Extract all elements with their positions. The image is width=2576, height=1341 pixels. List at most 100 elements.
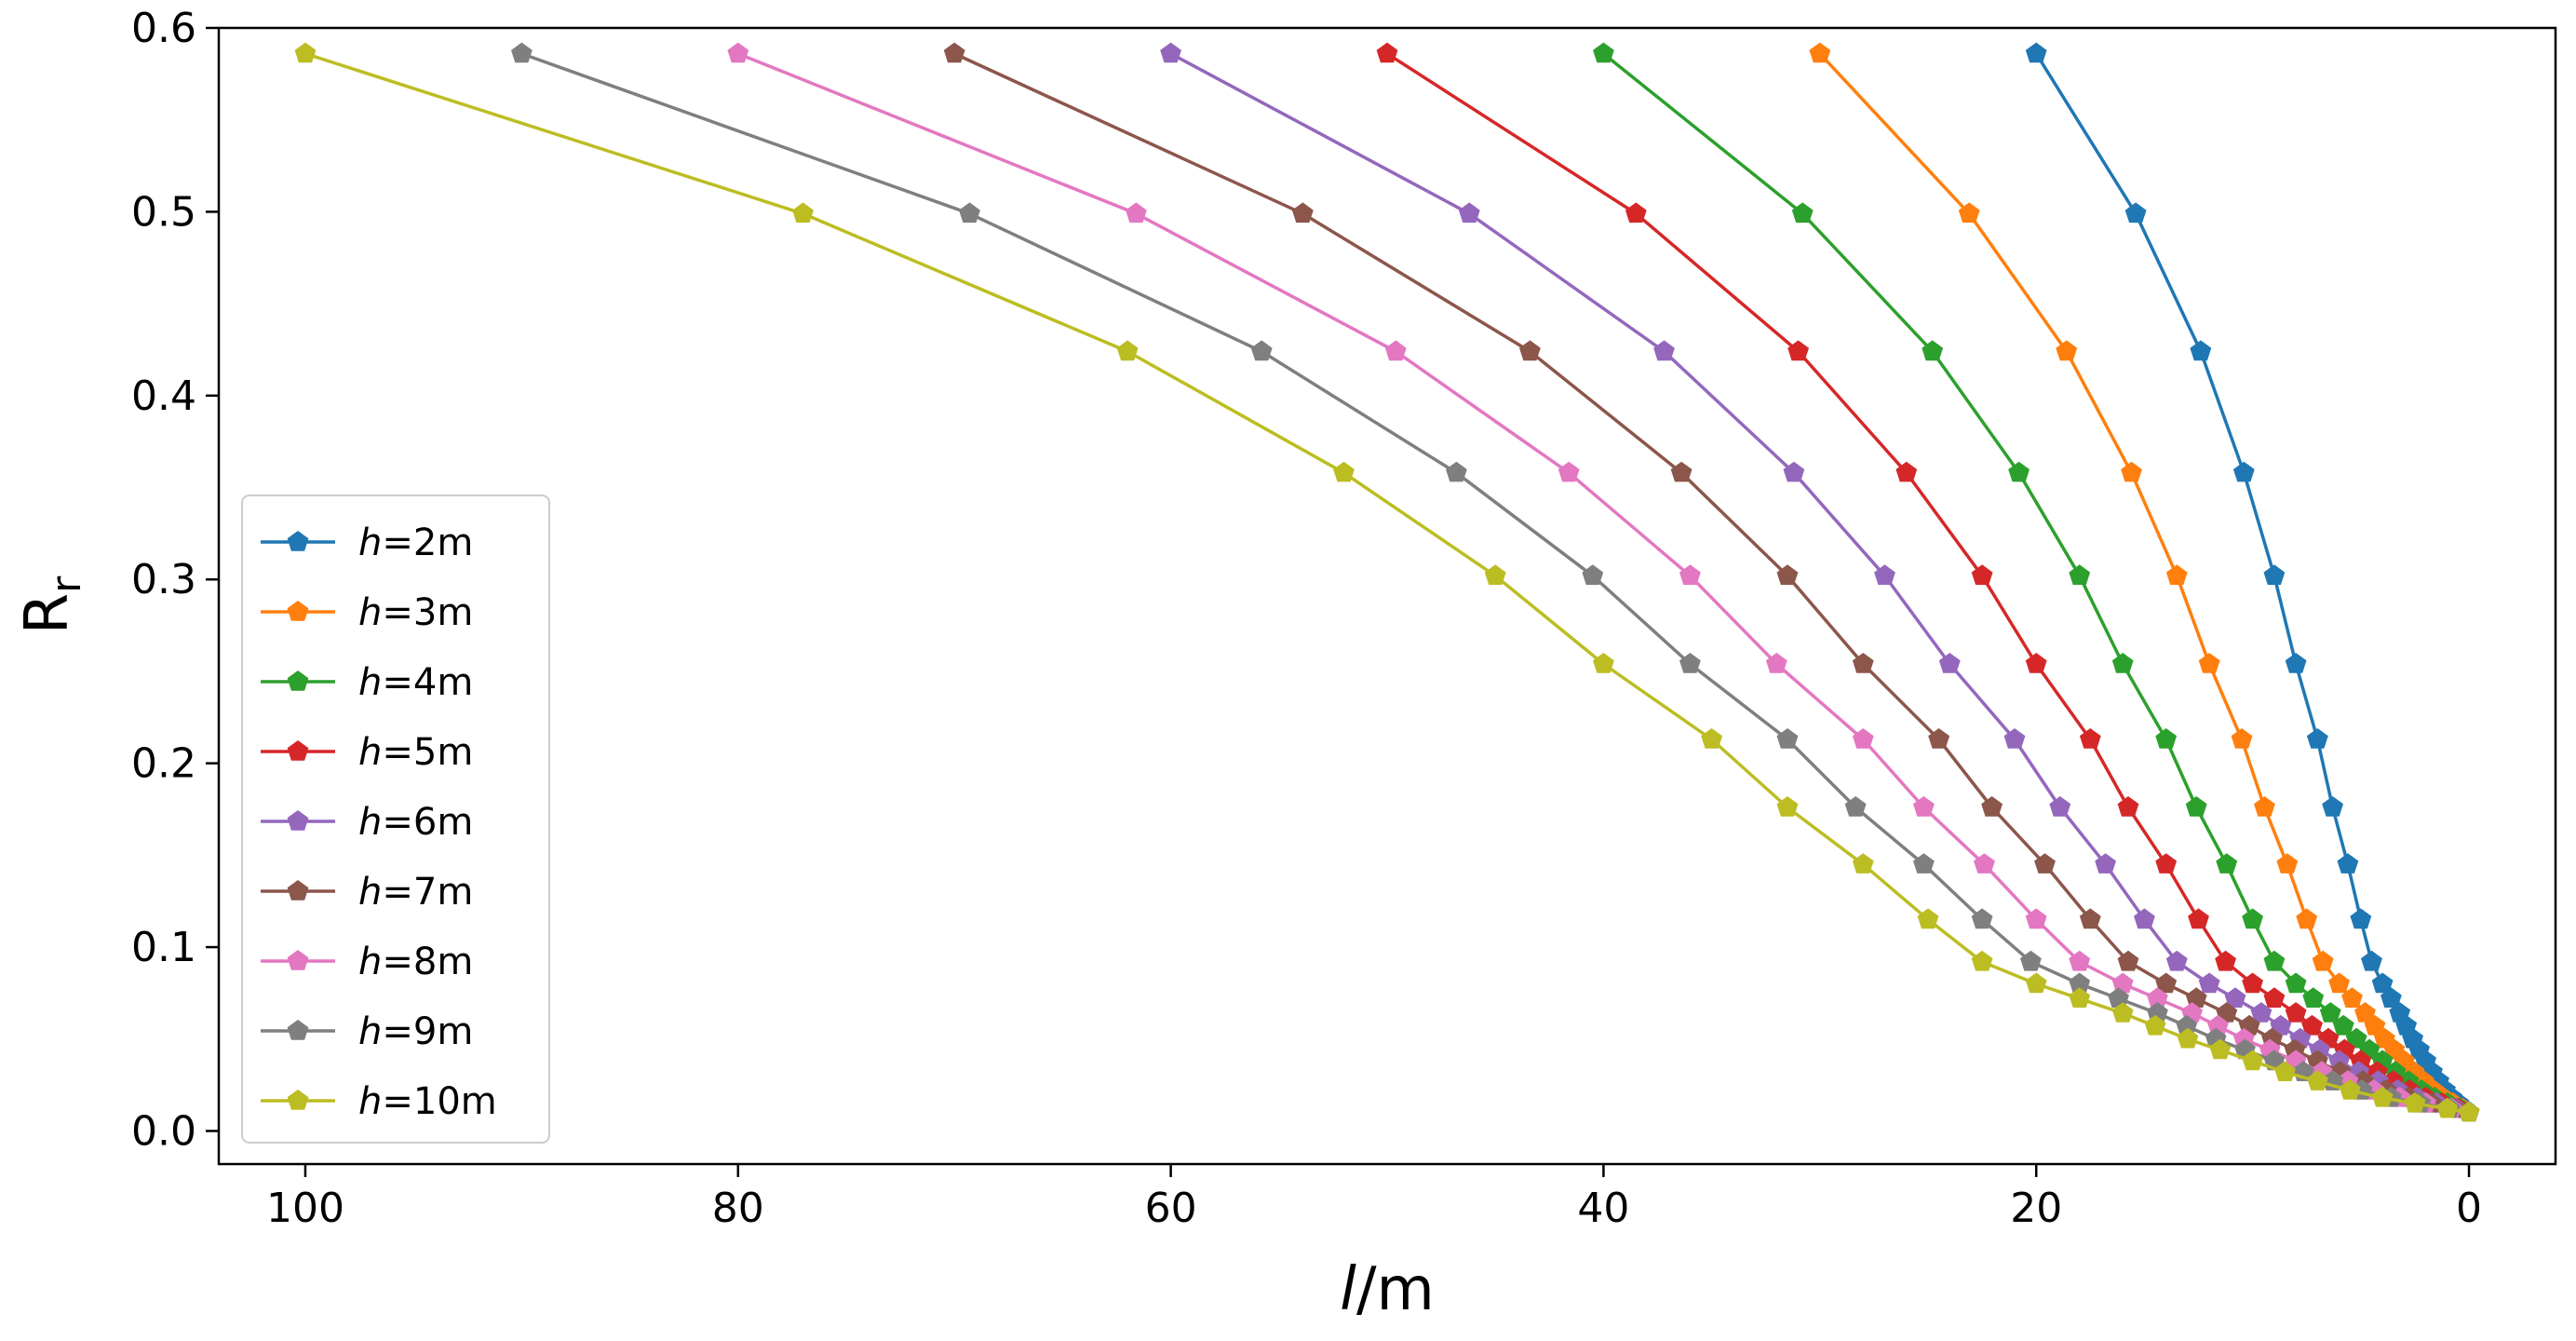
data-point	[1519, 340, 1541, 361]
legend-marker	[287, 880, 309, 901]
y-tick-label: 0.1	[131, 924, 196, 971]
data-point	[1653, 340, 1675, 361]
legend-marker	[287, 810, 309, 831]
data-point	[2111, 1002, 2134, 1023]
ticks-layer: 100 80 60 40 20 0 0.0 0.1 0.2 0.3 0.4 0.5 0.6	[131, 5, 2482, 1232]
data-point	[1593, 653, 1614, 673]
data-point	[2319, 1002, 2341, 1023]
data-point	[511, 42, 533, 63]
data-point	[2254, 796, 2275, 817]
data-point	[2176, 1014, 2198, 1036]
data-point	[2371, 1086, 2394, 1107]
data-point	[2209, 1038, 2232, 1060]
data-point	[2332, 1014, 2354, 1036]
legend-item: h=7m	[261, 871, 473, 914]
x-tick-label: 60	[1145, 1185, 1197, 1232]
data-point	[2003, 728, 2026, 749]
data-point	[2025, 653, 2047, 673]
data-point	[1971, 564, 1993, 585]
x-tick-label: 0	[2456, 1185, 2482, 1232]
data-point	[792, 202, 814, 224]
data-point	[2165, 564, 2188, 585]
data-point	[1844, 796, 1867, 817]
data-point	[1458, 202, 1480, 224]
data-point	[1582, 564, 1604, 585]
data-point	[2198, 653, 2220, 673]
data-point	[2458, 1101, 2480, 1122]
y-tick-label: 0.3	[131, 556, 196, 603]
data-point	[1922, 340, 1944, 361]
series-h-10m	[294, 42, 2480, 1122]
x-tick-label: 40	[1577, 1185, 1629, 1232]
data-point	[1670, 461, 1693, 482]
series-line	[2034, 52, 2471, 1115]
data-point	[2302, 987, 2325, 1008]
data-point	[1791, 202, 1814, 224]
y-tick-label: 0.6	[131, 5, 196, 52]
data-point	[2312, 950, 2334, 971]
data-point	[2380, 987, 2402, 1008]
data-point	[1981, 796, 2003, 817]
data-point	[727, 42, 749, 63]
x-axis-label-unit: /m	[1356, 1255, 1435, 1324]
data-point	[2224, 987, 2246, 1008]
data-point	[2263, 987, 2286, 1008]
data-point	[2274, 1061, 2296, 1081]
data-point	[2069, 950, 2091, 971]
data-point	[2079, 728, 2101, 749]
data-point	[1895, 461, 1918, 482]
data-point	[2020, 950, 2042, 971]
data-point	[1809, 42, 1831, 63]
data-point	[2069, 564, 2091, 585]
legend-item: h=6m	[261, 801, 473, 844]
data-point	[2306, 728, 2328, 749]
data-point	[1160, 42, 1181, 63]
x-tick-label: 80	[712, 1185, 764, 1232]
data-point	[2242, 908, 2263, 929]
data-point	[2124, 202, 2147, 224]
data-point	[2350, 908, 2372, 929]
data-point	[1765, 653, 1787, 673]
data-point	[1291, 202, 1314, 224]
data-point	[943, 42, 965, 63]
data-point	[1250, 340, 1273, 361]
data-point	[1679, 564, 1701, 585]
data-point	[2144, 1014, 2166, 1036]
data-point	[2328, 972, 2350, 994]
data-point	[1974, 853, 1995, 874]
legend-marker	[287, 740, 309, 761]
data-point	[2361, 950, 2382, 971]
data-point	[2079, 908, 2101, 929]
data-point	[2345, 1027, 2367, 1049]
data-point	[2306, 1070, 2328, 1090]
data-point	[2215, 950, 2236, 971]
data-point	[2034, 853, 2056, 874]
data-point	[1938, 653, 1961, 673]
series-line	[1386, 52, 2470, 1115]
series-h-7m	[943, 42, 2480, 1122]
data-point	[2207, 1014, 2229, 1036]
legend-item: h=5m	[261, 731, 473, 774]
legend-label: h=5m	[358, 731, 473, 774]
data-point	[1116, 340, 1139, 361]
legend-item: h=8m	[261, 941, 473, 983]
legend-item: h=10m	[261, 1080, 497, 1123]
data-point	[2276, 853, 2299, 874]
data-point	[1776, 564, 1799, 585]
data-point	[1852, 728, 1874, 749]
series-layer	[294, 42, 2480, 1122]
data-point	[2270, 1014, 2292, 1036]
data-point	[2341, 987, 2363, 1008]
data-point	[1787, 340, 1809, 361]
legend-item: h=4m	[261, 661, 473, 704]
data-point	[1971, 950, 1993, 971]
data-point	[2155, 728, 2178, 749]
data-point	[1928, 728, 1950, 749]
data-point	[1783, 461, 1805, 482]
legend-label: h=10m	[358, 1080, 497, 1123]
data-point	[2111, 653, 2134, 673]
data-point	[2198, 972, 2220, 994]
data-point	[2232, 461, 2255, 482]
data-point	[1333, 461, 1355, 482]
